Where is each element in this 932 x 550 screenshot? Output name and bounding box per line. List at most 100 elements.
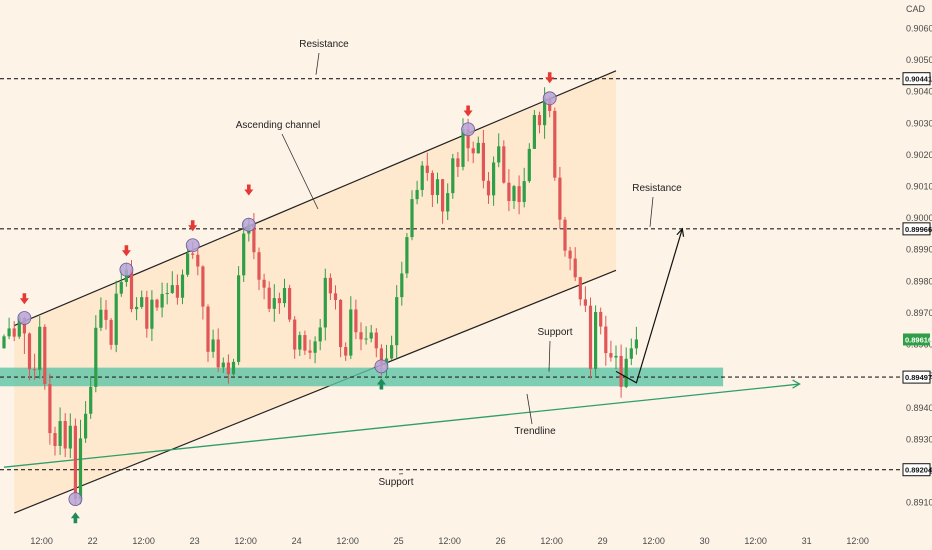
candle-down [573,258,577,278]
level-price-tag-text: 0.90441 [905,75,932,84]
candle-up [242,233,246,276]
candle-down [568,250,572,259]
candle-up [180,274,185,298]
candle-up [99,309,103,328]
candle-down [262,279,266,288]
trendline-layer [3,379,801,468]
support-zone-label-pointer [548,340,551,372]
candle-down [53,433,57,447]
candle-down [553,110,557,178]
candle-up [532,115,536,149]
x-tick-label: 12:00 [846,536,869,546]
candle-down [226,362,230,375]
candle-down [583,299,587,306]
annotations-layer: Resistance Resistance Support Ascending cha… [236,39,685,488]
up-arrow-icon [70,512,80,524]
candle-down [333,293,338,300]
down-arrow-icon [121,245,131,257]
x-tick-label: 12:00 [132,536,155,546]
level-price-tag [902,72,931,86]
candle-up [211,339,215,352]
level-price-tag [902,222,931,236]
horizontal-levels-layer [0,78,902,471]
candle-up [400,273,404,298]
candle-up [165,293,169,295]
candle-down [588,305,593,369]
candle-down [344,347,348,356]
candle-down [22,317,26,334]
projection-arrowhead [676,227,685,237]
candle-down [502,146,506,183]
resistance-label-top-pointer [315,52,320,75]
candle-up [461,129,465,167]
candle-up [634,339,638,349]
candle-up [78,438,83,500]
candle-down [374,332,378,349]
candle-down [257,252,261,280]
candle-down [109,319,113,345]
candle-up [186,253,190,275]
candle-up [231,361,236,375]
x-tick-label: 12:00 [744,536,767,546]
down-arrow-icon [545,72,555,84]
candle-up [237,275,241,362]
trendline-label-pointer [526,393,533,425]
candle-up [395,297,399,346]
down-arrow-icon [463,105,473,117]
support-zone-label: Support [537,327,572,338]
level-price-tag-text: 0.89204 [905,466,932,475]
candle-up [522,181,526,202]
trendline-label: Trendline [514,426,556,437]
markers-layer [17,72,557,524]
candle-down [155,299,159,308]
candle-up [17,317,21,337]
candle-down [63,421,67,449]
candle-down [354,309,358,333]
support-zone [0,367,724,387]
candle-down [252,224,256,253]
candle-up [543,98,547,126]
candle-down [471,148,475,154]
candle-up [68,425,72,449]
candle-down [288,287,292,320]
candle-up [492,162,496,196]
candle-up [451,158,455,194]
candle-up [89,386,93,414]
channel-upper-line [13,70,617,327]
candle-down [216,339,220,368]
candle-down [33,369,37,371]
candle-up [323,277,327,328]
candle-down [145,297,149,329]
candle-up [614,355,618,358]
candle-up [84,413,88,439]
candle-down [441,179,445,212]
candle-down [359,332,363,340]
candle-up [369,332,373,339]
candle-down [43,326,47,385]
candle-up [390,345,394,359]
candle-down [201,266,205,307]
candle-down [104,309,108,320]
candle-up [405,237,409,274]
pivot-circle [542,91,557,106]
x-tick-label: 23 [190,536,200,546]
candle-up [7,328,11,337]
projection-path [615,228,683,384]
candle-up [135,306,139,310]
down-arrow-icon [188,220,198,232]
trendline [3,383,800,468]
pivot-circle [374,359,389,374]
candle-down [27,333,32,370]
candle-down [604,326,608,354]
candle-down [456,158,460,167]
candle-down [191,253,195,255]
current-price-tag-text: 0.89616 [905,335,932,344]
x-tick-label: 12:00 [540,536,563,546]
